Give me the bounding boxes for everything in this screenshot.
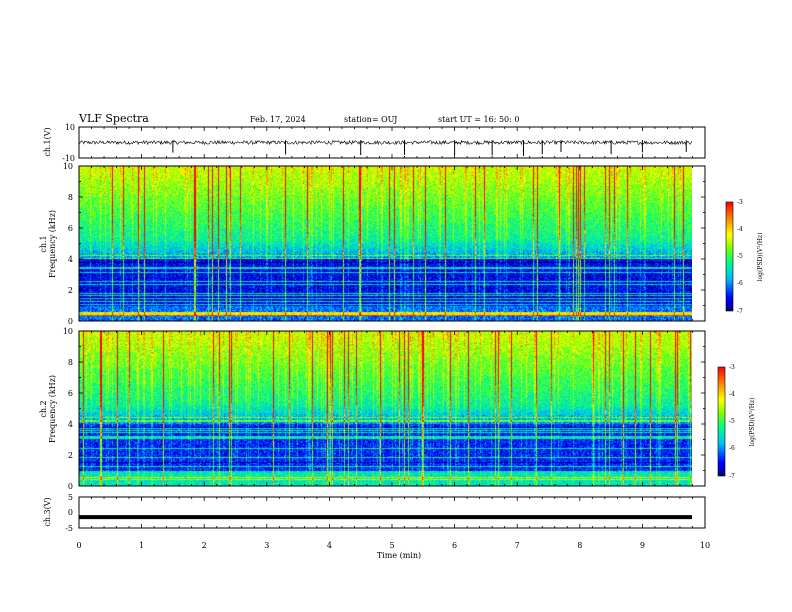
ch1-colorbar-label: log(PSD)(V²/Hz) bbox=[757, 233, 764, 282]
ch2-ytick-4: 4 bbox=[68, 420, 73, 429]
ch3-waveform-ylabel: ch.3(V) bbox=[43, 497, 52, 526]
ch1-ytick-10: 10 bbox=[63, 162, 73, 171]
xtick-8: 8 bbox=[577, 541, 582, 550]
ch2-colorbar-tick-m5: -5 bbox=[729, 418, 735, 425]
xtick-6: 6 bbox=[452, 541, 457, 550]
ch1-ytick-top: 10 bbox=[65, 123, 75, 132]
ch3-waveform-panel: 5 0 -5 ch.3(V) bbox=[43, 493, 706, 533]
x-axis-label: Time (min) bbox=[377, 551, 421, 560]
ch1-spectrogram-yticks: 0 2 4 6 8 10 bbox=[63, 162, 73, 326]
ch1-waveform-trace bbox=[78, 139, 693, 146]
xtick-3: 3 bbox=[264, 541, 269, 550]
ch1-waveform-spikes bbox=[172, 140, 687, 156]
ch1-colorbar-tick-m3: -3 bbox=[737, 199, 743, 206]
station-label: station= OUJ bbox=[344, 115, 397, 124]
ch2-spectrogram-ylabel-frequency: Frequency (kHz) bbox=[48, 375, 57, 443]
xtick-10: 10 bbox=[700, 541, 710, 550]
ch1-colorbar-tick-m4: -4 bbox=[737, 226, 743, 233]
ch3-ytick-0: 0 bbox=[68, 508, 73, 517]
ch2-spectrogram-ylabel-channel: ch.2 bbox=[39, 400, 48, 417]
ch1-ytick-8: 8 bbox=[68, 193, 73, 202]
xtick-1: 1 bbox=[139, 541, 144, 550]
ch1-colorbar-tick-m5: -5 bbox=[737, 253, 743, 260]
ch2-spectrogram-image bbox=[79, 331, 692, 486]
ch2-colorbar-tick-m7: -7 bbox=[729, 473, 735, 480]
x-axis: 0 1 2 3 4 5 6 7 8 9 10 Time (min) bbox=[76, 541, 710, 560]
ch2-spectrogram-yticks: 0 2 4 6 8 10 bbox=[63, 327, 73, 491]
start-time-label: start UT = 16: 50: 0 bbox=[438, 115, 519, 124]
xtick-7: 7 bbox=[515, 541, 520, 550]
ch2-ytick-10: 10 bbox=[63, 327, 73, 336]
xtick-9: 9 bbox=[640, 541, 645, 550]
ch1-waveform-panel: 10 -10 ch.1(V) bbox=[43, 123, 706, 163]
ch1-ytick-2: 2 bbox=[68, 286, 73, 295]
axis-tick-marks bbox=[78, 127, 706, 528]
xtick-5: 5 bbox=[389, 541, 394, 550]
xtick-0: 0 bbox=[76, 541, 81, 550]
ch1-colorbar: -3 -4 -5 -6 -7 log(PSD)(V²/Hz) bbox=[725, 199, 764, 315]
ch2-ytick-0: 0 bbox=[68, 482, 73, 491]
ch1-ytick-4: 4 bbox=[68, 255, 73, 264]
ch1-waveform-ylabel: ch.1(V) bbox=[43, 127, 52, 156]
ch2-spectrogram-panel: 0 2 4 6 8 10 ch.2 Frequency (kHz) bbox=[39, 327, 706, 491]
ch2-colorbar: -3 -4 -5 -6 -7 log(PSD)(V²/Hz) bbox=[717, 364, 756, 480]
ch1-spectrogram-ylabel-frequency: Frequency (kHz) bbox=[48, 210, 57, 278]
ch2-ytick-8: 8 bbox=[68, 358, 73, 367]
ch1-colorbar-tick-m7: -7 bbox=[737, 308, 743, 315]
ch2-colorbar-tick-m3: -3 bbox=[729, 364, 735, 371]
ch1-spectrogram-ylabel-channel: ch.1 bbox=[39, 235, 48, 252]
xtick-4: 4 bbox=[327, 541, 332, 550]
ch2-ytick-6: 6 bbox=[68, 389, 73, 398]
ch1-colorbar-scale bbox=[725, 201, 734, 312]
date-label: Feb. 17, 2024 bbox=[250, 115, 306, 124]
ch2-colorbar-tick-m6: -6 bbox=[729, 445, 735, 452]
ch3-waveform-frame bbox=[78, 496, 706, 529]
ch2-colorbar-tick-m4: -4 bbox=[729, 391, 735, 398]
ch1-ytick-bottom: -10 bbox=[62, 154, 75, 163]
xtick-2: 2 bbox=[202, 541, 207, 550]
ch2-colorbar-label: log(PSD)(V²/Hz) bbox=[749, 398, 756, 447]
ch1-ytick-0: 0 bbox=[68, 317, 73, 326]
ch2-ytick-2: 2 bbox=[68, 451, 73, 460]
figure-title: VLF Spectra bbox=[78, 112, 149, 125]
ch1-colorbar-tick-m6: -6 bbox=[737, 280, 743, 287]
ch2-colorbar-scale bbox=[717, 366, 726, 477]
ch1-spectrogram-image bbox=[79, 166, 692, 321]
ch3-ytick-m5: -5 bbox=[65, 524, 73, 533]
ch1-ytick-6: 6 bbox=[68, 224, 73, 233]
ch3-ytick-5: 5 bbox=[68, 493, 73, 502]
ch1-spectrogram-panel: 0 2 4 6 8 10 ch.1 Frequency (kHz) bbox=[39, 162, 706, 326]
